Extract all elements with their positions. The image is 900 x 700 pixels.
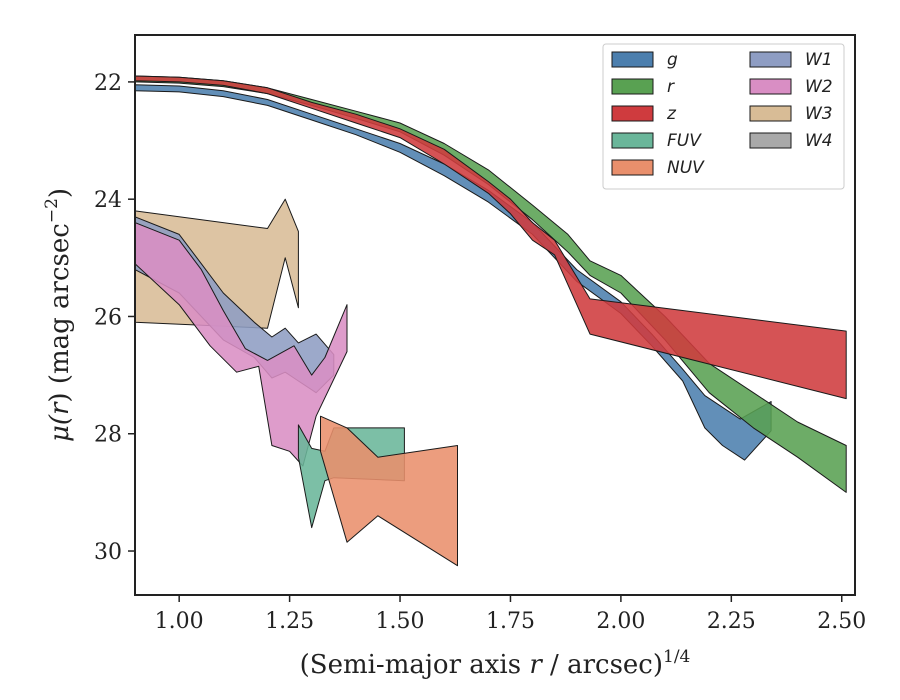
- legend-label-r: r: [667, 77, 675, 97]
- y-tick-label: 26: [94, 305, 122, 330]
- legend: grz FUV NUV W1 W2 W3 W4: [602, 43, 845, 190]
- x-axis-label-sup: 1/4: [663, 647, 690, 667]
- x-tick-label: 2.25: [707, 609, 756, 634]
- y-axis-label: μ(r) (mag arcsec−2): [42, 188, 75, 442]
- legend-label-w3: W3: [805, 104, 833, 124]
- legend-swatch-z: [611, 105, 654, 122]
- y-tick-label: 22: [94, 71, 122, 96]
- series-bands: [135, 75, 847, 567]
- y-axis-label-var: r: [45, 401, 75, 415]
- legend-label-z: z: [666, 104, 677, 124]
- y-axis-label-tail: ) (mag arcsec: [45, 223, 75, 402]
- legend-swatch-w1: [749, 51, 792, 68]
- axis-ticks: 1.00 1.25 1.50 1.75 2.00 2.25 2.50 22 24 26 28 30: [94, 71, 866, 634]
- legend-swatch-g: [611, 51, 654, 68]
- x-tick-label: 1.25: [265, 609, 314, 634]
- y-tick-label: 24: [94, 188, 122, 213]
- band-z: [135, 75, 847, 400]
- band-g: [135, 84, 772, 461]
- band-w2: [135, 222, 348, 467]
- legend-label-fuv: FUV: [667, 131, 702, 151]
- plot-frame: [134, 34, 856, 596]
- legend-swatch-nuv: [611, 159, 654, 176]
- y-tick-label: 30: [94, 540, 122, 565]
- x-axis-label: (Semi-major axis r / arcsec)1/4: [300, 647, 691, 680]
- legend-label-g: g: [667, 50, 678, 70]
- y-axis-label-sup: −2: [42, 198, 62, 223]
- y-axis-label-close: ): [45, 188, 75, 198]
- legend-swatch-fuv: [611, 132, 654, 149]
- x-axis-label-main: (Semi-major axis: [300, 650, 530, 680]
- legend-swatch-w2: [749, 78, 792, 95]
- x-tick-label: 1.50: [376, 609, 425, 634]
- y-tick-label: 28: [94, 423, 122, 448]
- band-nuv: [320, 415, 458, 567]
- legend-label-nuv: NUV: [667, 158, 705, 178]
- legend-label-w1: W1: [805, 50, 833, 70]
- x-tick-label: 2.00: [596, 609, 645, 634]
- legend-label-w4: W4: [805, 131, 833, 151]
- legend-swatch-r: [611, 78, 654, 95]
- legend-label-w2: W2: [805, 77, 833, 97]
- x-tick-label: 1.00: [155, 609, 204, 634]
- x-tick-label: 1.75: [486, 609, 535, 634]
- x-axis-label-var: r: [529, 650, 543, 680]
- x-tick-label: 2.50: [817, 609, 866, 634]
- y-axis-label-main: μ(: [45, 414, 75, 442]
- legend-swatch-w3: [749, 105, 792, 122]
- legend-swatch-w4: [749, 132, 792, 149]
- x-axis-label-tail: / arcsec): [542, 650, 663, 680]
